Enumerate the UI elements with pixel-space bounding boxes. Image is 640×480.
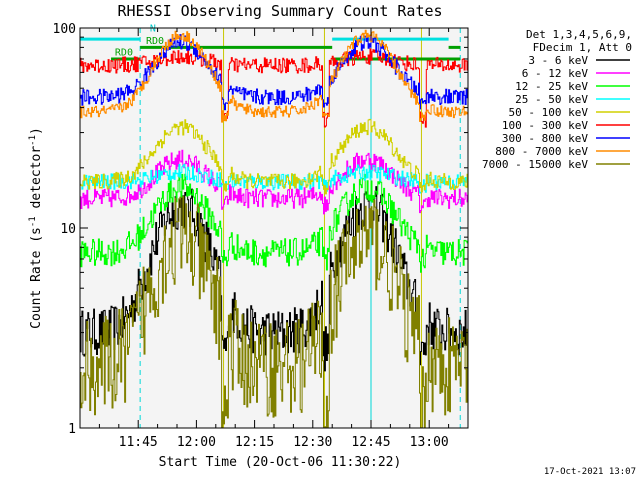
- series-line-3: [80, 163, 469, 194]
- y-axis-label-main: Count Rate (s: [29, 227, 44, 329]
- legend-entry-label-3: 25 - 50 keV: [515, 93, 588, 106]
- axes: 1 10 100 11:45 12:00 12:15 12:30 12:45 13:00: [53, 22, 469, 450]
- series-line-4: [80, 118, 469, 195]
- series-group: [80, 29, 469, 429]
- series-line-1: [80, 149, 469, 215]
- y-axis-label-sup: -1: [28, 216, 38, 227]
- y-axis-label-close: ): [29, 127, 44, 135]
- x-tick-label-3: 12:30: [293, 435, 332, 450]
- status-annotation-0: N: [150, 24, 156, 35]
- y-axis-label-sup2: -1: [28, 135, 38, 146]
- y-tick-label-2: 100: [53, 22, 76, 37]
- y-tick-label-0: 1: [68, 422, 76, 437]
- series-line-2: [80, 173, 469, 273]
- legend-header-line-2: FDecim 1, Att 0: [533, 41, 632, 54]
- x-tick-label-2: 12:15: [235, 435, 274, 450]
- legend-entry-label-6: 300 - 800 keV: [502, 132, 588, 145]
- legend-entry-label-2: 12 - 25 keV: [515, 80, 588, 93]
- y-tick-label-1: 10: [60, 222, 76, 237]
- series-line-7: [80, 29, 469, 123]
- x-tick-label-1: 12:00: [177, 435, 216, 450]
- legend: Det 1,3,4,5,6,9, FDecim 1, Att 0 3 - 6 k…: [482, 28, 632, 171]
- chart-title: RHESSI Observing Summary Count Rates: [117, 2, 442, 20]
- x-tick-label-5: 13:00: [410, 435, 449, 450]
- series-line-0: [80, 186, 469, 372]
- footer-timestamp: 17-Oct-2021 13:07: [544, 467, 636, 477]
- series-line-8: [80, 196, 469, 429]
- y-axis-label-tail: detector: [29, 146, 44, 217]
- series-line-5: [80, 48, 469, 128]
- legend-entry-label-8: 7000 - 15000 keV: [482, 158, 588, 171]
- y-axis-label: Count Rate (s-1 detector-1): [28, 127, 44, 329]
- legend-entry-label-0: 3 - 6 keV: [528, 54, 588, 67]
- status-annotation-2: RD0: [115, 47, 133, 58]
- legend-entry-label-1: 6 - 12 keV: [522, 67, 589, 80]
- legend-entry-label-4: 50 - 100 keV: [509, 106, 589, 119]
- legend-entry-label-7: 800 - 7000 keV: [495, 145, 588, 158]
- legend-header-line-1: Det 1,3,4,5,6,9,: [526, 28, 632, 41]
- legend-entry-label-5: 100 - 300 keV: [502, 119, 588, 132]
- x-tick-label-0: 11:45: [119, 435, 158, 450]
- x-tick-label-4: 12:45: [351, 435, 390, 450]
- x-axis-label: Start Time (20-Oct-06 11:30:22): [159, 455, 402, 470]
- status-annotation-1: RD0: [146, 36, 164, 47]
